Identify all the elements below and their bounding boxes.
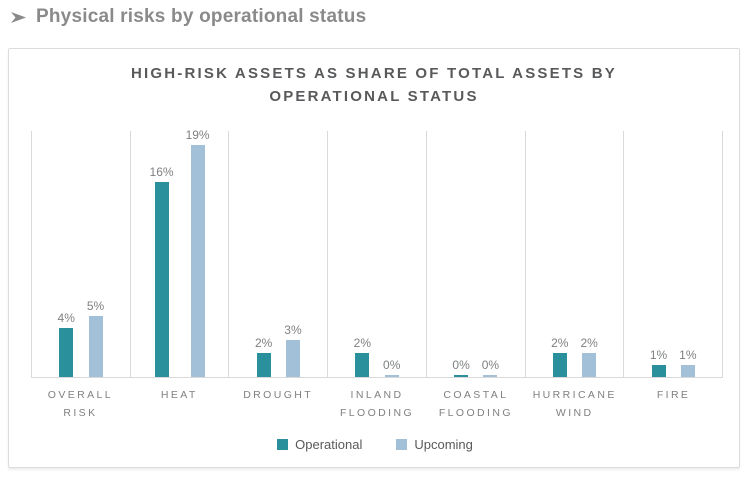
legend-label-upcoming: Upcoming bbox=[414, 437, 473, 452]
bar-group-operational: 0% bbox=[452, 358, 470, 377]
bar-value-label: 5% bbox=[86, 299, 105, 313]
category-column: 4% 5% bbox=[31, 131, 130, 377]
bar-columns: 4% 5% 16% 19% 2% 3% 2% 0% 0% 0% 2% 2% 1% 1% bbox=[31, 128, 724, 378]
bar-value-label: 19% bbox=[185, 128, 210, 143]
plot-area: 4% 5% 16% 19% 2% 3% 2% 0% 0% 0% 2% 2% 1% 1% OVERALL R… bbox=[31, 128, 724, 423]
upcoming-bar[interactable] bbox=[680, 364, 695, 377]
section-title: Physical risks by operational status bbox=[36, 6, 367, 27]
bar-group-operational: 2% bbox=[255, 336, 272, 377]
category-label: DROUGHT bbox=[243, 389, 314, 401]
category-column: 16% 19% bbox=[129, 128, 229, 377]
upcoming-bar[interactable] bbox=[483, 375, 498, 377]
operational-bar[interactable] bbox=[454, 375, 469, 377]
legend: Operational Upcoming bbox=[9, 437, 741, 452]
upcoming-bar[interactable] bbox=[582, 352, 597, 377]
chart-title-line-1: HIGH-RISK ASSETS AS SHARE OF TOTAL ASSET… bbox=[130, 65, 617, 82]
bar-group-operational: 2% bbox=[551, 336, 568, 377]
operational-bar[interactable] bbox=[355, 352, 370, 377]
category-column: 2% 0% bbox=[327, 131, 426, 377]
upcoming-swatch-icon bbox=[396, 439, 408, 450]
x-axis-labels: OVERALL RISK HEAT DROUGHT INLAND FLOODING CO… bbox=[31, 378, 723, 423]
bar-value-label: 1% bbox=[679, 347, 697, 362]
upcoming-bar[interactable] bbox=[285, 340, 300, 377]
legend-item-upcoming: Upcoming bbox=[396, 437, 473, 452]
category-column: 0% 0% bbox=[425, 131, 525, 377]
category-column: 2% 3% bbox=[228, 131, 327, 377]
bar-value-label: 2% bbox=[254, 335, 273, 350]
category-label: HURRICANE WIND bbox=[532, 389, 617, 419]
upcoming-bar[interactable] bbox=[384, 375, 399, 377]
category-label: HEAT bbox=[160, 389, 198, 401]
operational-bar[interactable] bbox=[256, 352, 271, 377]
operational-bar[interactable] bbox=[154, 181, 169, 377]
upcoming-bar[interactable] bbox=[190, 145, 205, 377]
chart-title-line-2: OPERATIONAL STATUS bbox=[269, 87, 479, 105]
category-label: COASTAL FLOODING bbox=[438, 389, 513, 419]
bar-value-label: 4% bbox=[57, 311, 75, 326]
chart-card: HIGH-RISK ASSETS AS SHARE OF TOTAL ASSET… bbox=[8, 48, 740, 468]
bar-group-upcoming: 2% bbox=[580, 335, 598, 377]
right-arrow-icon bbox=[10, 9, 27, 26]
category-column: 2% 2% bbox=[524, 131, 624, 377]
bar-group-upcoming: 1% bbox=[679, 347, 697, 377]
bar-group-operational: 16% bbox=[150, 165, 174, 377]
category-column: 1% 1% bbox=[623, 131, 724, 377]
bar-value-label: 2% bbox=[580, 335, 598, 350]
category-label: FIRE bbox=[656, 389, 691, 401]
bar-value-label: 3% bbox=[284, 323, 302, 338]
bar-group-operational: 1% bbox=[650, 348, 667, 377]
operational-swatch-icon bbox=[277, 439, 289, 450]
bar-group-upcoming: 5% bbox=[87, 299, 104, 377]
bar-value-label: 2% bbox=[551, 335, 569, 350]
bar-group-upcoming: 19% bbox=[186, 128, 210, 377]
bar-value-label: 16% bbox=[149, 164, 174, 179]
bar-group-upcoming: 0% bbox=[482, 358, 499, 377]
chart-title: HIGH-RISK ASSETS AS SHARE OF TOTAL ASSET… bbox=[64, 63, 684, 108]
operational-bar[interactable] bbox=[59, 328, 74, 377]
bar-value-label: 1% bbox=[649, 347, 668, 362]
upcoming-bar[interactable] bbox=[88, 316, 103, 377]
bar-value-label: 2% bbox=[353, 335, 372, 350]
bar-group-upcoming: 3% bbox=[284, 323, 302, 377]
legend-label-operational: Operational bbox=[295, 437, 363, 452]
operational-bar[interactable] bbox=[552, 352, 567, 377]
category-label: INLAND FLOODING bbox=[339, 389, 415, 419]
bar-value-label: 0% bbox=[452, 358, 470, 372]
bar-group-operational: 2% bbox=[354, 336, 371, 377]
section-header: Physical risks by operational status bbox=[10, 6, 366, 28]
operational-bar[interactable] bbox=[651, 364, 666, 377]
bar-value-label: 0% bbox=[481, 358, 500, 372]
bar-value-label: 0% bbox=[383, 358, 401, 372]
category-label: OVERALL RISK bbox=[47, 389, 114, 419]
bar-group-upcoming: 0% bbox=[383, 358, 400, 377]
legend-item-operational: Operational bbox=[277, 437, 362, 452]
bar-group-operational: 4% bbox=[58, 311, 75, 377]
